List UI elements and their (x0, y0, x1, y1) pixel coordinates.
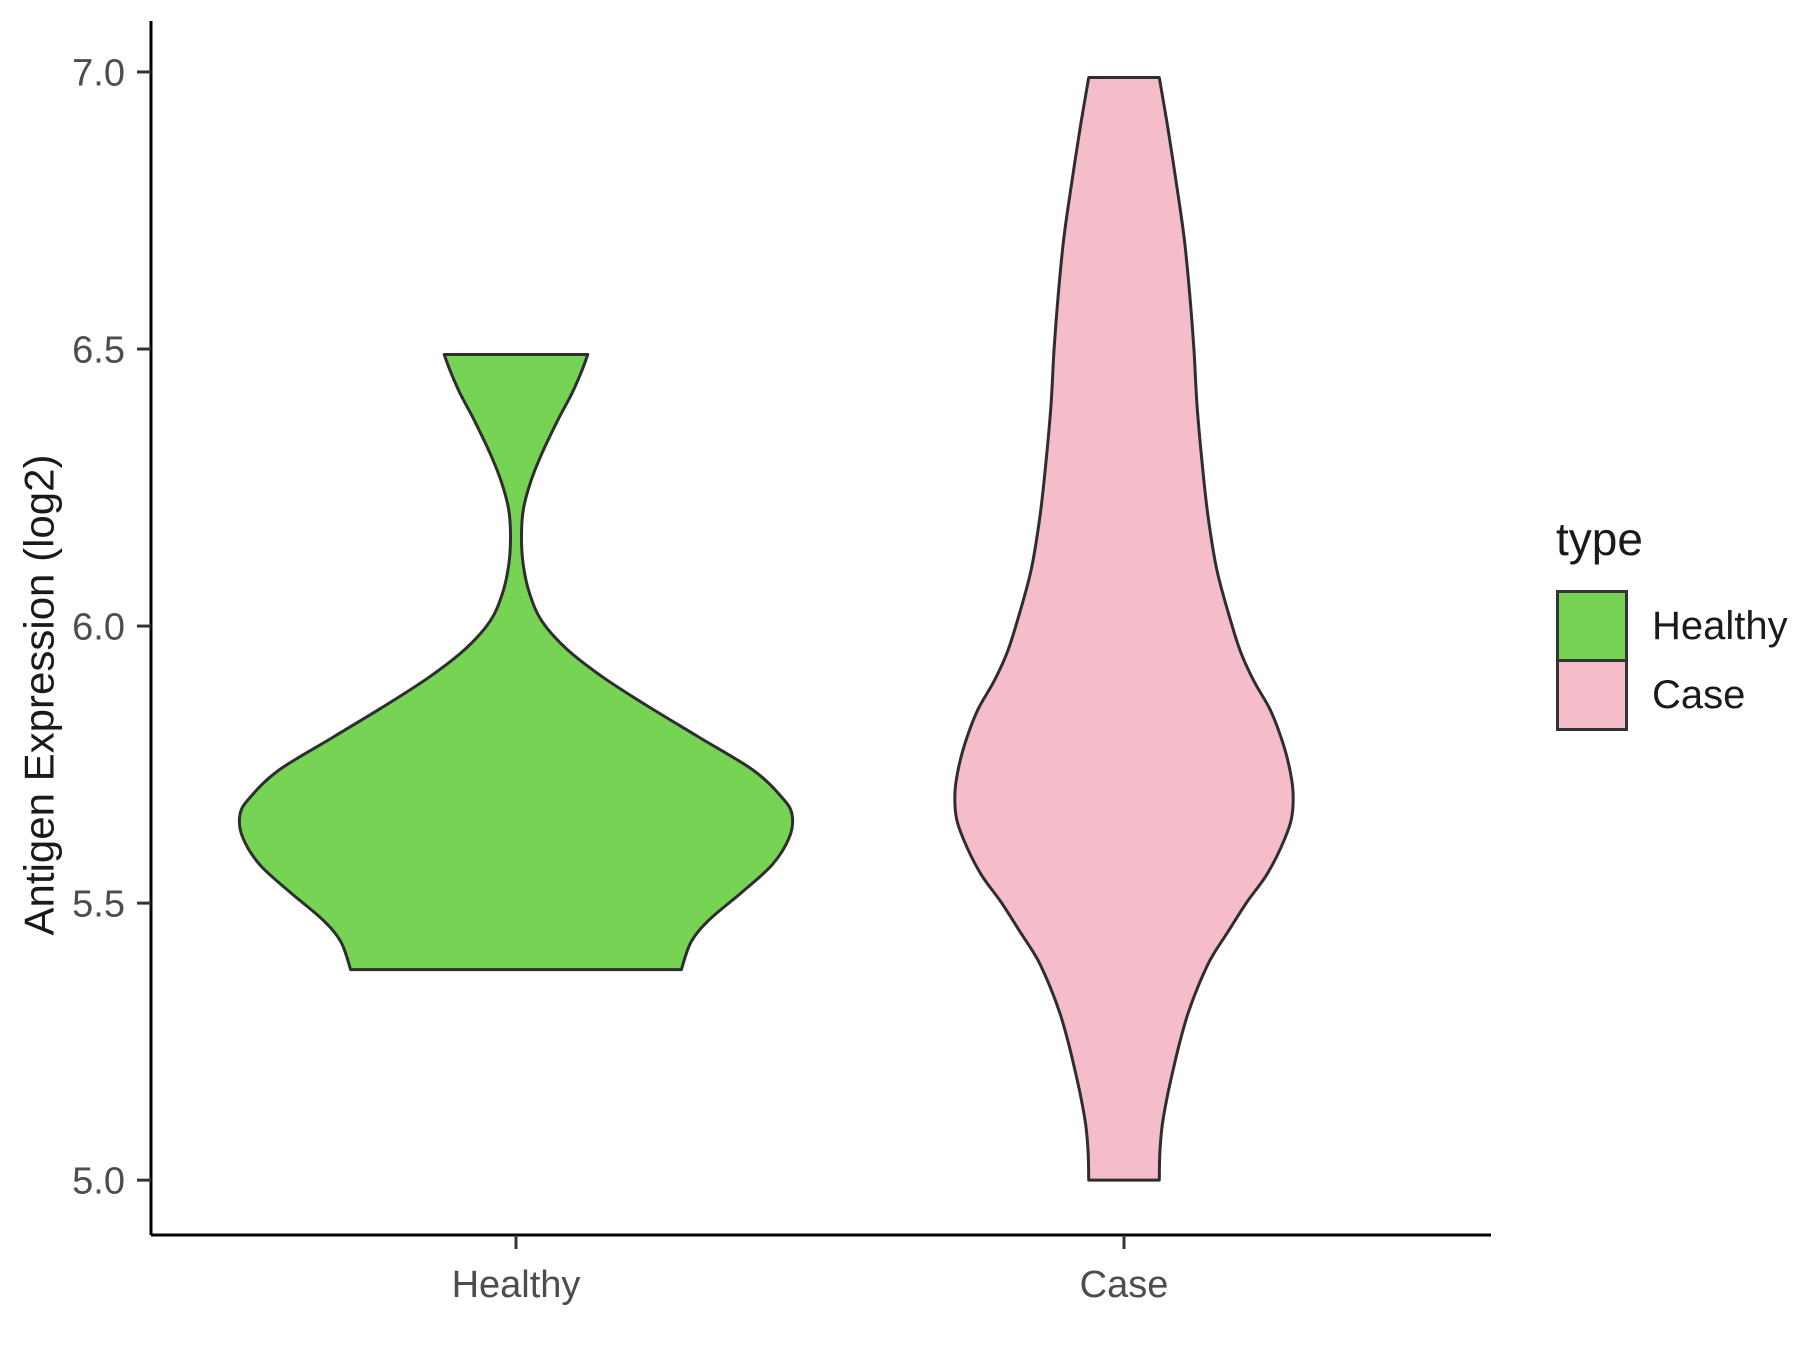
x-category-label-healthy: Healthy (452, 1264, 581, 1306)
y-tick-label: 7.0 (72, 52, 125, 94)
legend-items: Healthy Case (1556, 590, 1788, 731)
legend: type Healthy Case (1556, 512, 1788, 731)
y-tick-label: 6.5 (72, 329, 125, 371)
legend-item-case: Case (1556, 659, 1788, 731)
legend-label: Case (1652, 672, 1746, 717)
violin-healthy (237, 353, 795, 972)
legend-title: type (1556, 513, 1643, 565)
y-tick-label: 6.0 (72, 606, 125, 648)
x-category-label-case: Case (1080, 1264, 1169, 1306)
y-tick-label: 5.5 (72, 883, 125, 925)
legend-swatch-case (1556, 659, 1628, 731)
y-tick-label: 5.0 (72, 1160, 125, 1202)
legend-label: Healthy (1652, 603, 1788, 648)
legend-item-healthy: Healthy (1556, 590, 1788, 662)
violin-case (953, 76, 1295, 1182)
legend-swatch-healthy (1556, 590, 1628, 662)
